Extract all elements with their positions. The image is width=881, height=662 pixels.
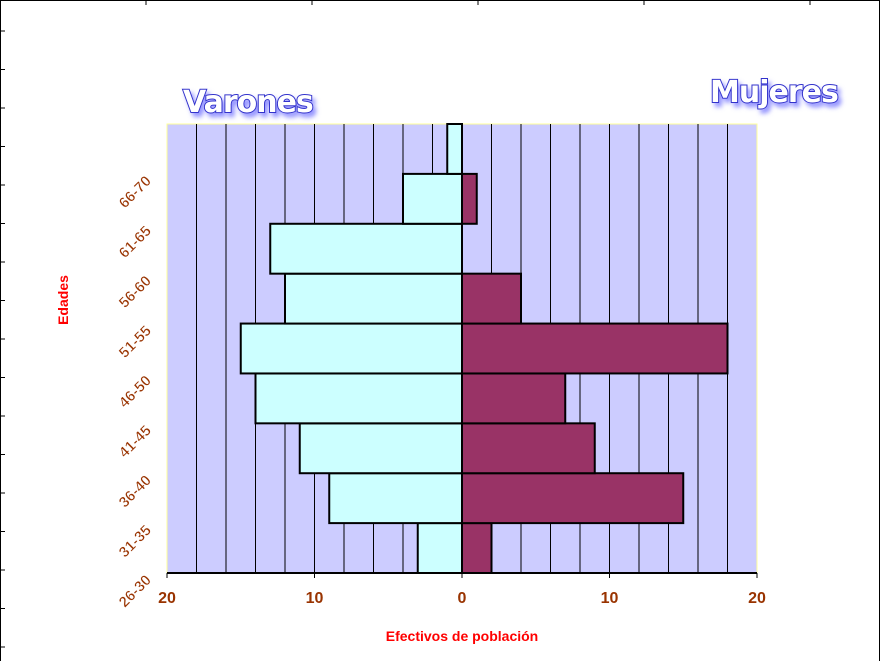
x-tick-label: 0 (458, 590, 467, 607)
frame-tick-marks (0, 0, 811, 648)
bar-varones-66-70 (446, 123, 463, 175)
bars (239, 123, 729, 574)
x-tick-label: 20 (158, 590, 176, 607)
bar-mujeres-31-35 (461, 472, 685, 525)
bar-mujeres-61-65 (461, 172, 478, 225)
bar-varones-26-30 (416, 522, 463, 574)
age-label-36-40: 36-40 (116, 472, 155, 511)
age-group-labels: 26-30 31-35 36-40 41-45 46-50 51-55 56-60 61-65… (115, 172, 155, 611)
bar-mujeres-41-45 (461, 372, 567, 425)
age-label-31-35: 31-35 (116, 522, 155, 561)
bar-varones-61-65 (402, 172, 463, 225)
x-tick-label: 10 (601, 590, 619, 607)
bar-varones-41-45 (254, 372, 463, 425)
bar-varones-46-50 (239, 322, 463, 375)
bar-varones-56-60 (269, 222, 463, 275)
age-label-26-30: 26-30 (116, 572, 155, 611)
y-axis-title: Edades (55, 275, 71, 325)
x-tick-label: 20 (748, 590, 766, 607)
age-label-51-55: 51-55 (116, 322, 155, 361)
age-label-46-50: 46-50 (116, 372, 155, 411)
age-label-61-65: 61-65 (116, 223, 155, 262)
bar-varones-36-40 (298, 422, 463, 475)
left-series-title: Varones (183, 85, 313, 120)
bar-mujeres-36-40 (461, 422, 596, 475)
bar-varones-51-55 (284, 272, 463, 325)
right-series-title: Mujeres (710, 75, 838, 110)
x-tick-label: 10 (306, 590, 324, 607)
age-label-66-70: 66-70 (116, 173, 155, 212)
bar-mujeres-46-50 (461, 322, 729, 375)
x-tick-labels: 20 10 0 10 20 (158, 573, 766, 607)
x-axis-title: Efectivos de población (386, 628, 538, 644)
age-label-56-60: 56-60 (116, 272, 155, 311)
age-label-41-45: 41-45 (116, 422, 155, 461)
bar-varones-31-35 (328, 472, 463, 525)
bar-mujeres-26-30 (461, 522, 493, 574)
bar-mujeres-51-55 (461, 272, 522, 325)
